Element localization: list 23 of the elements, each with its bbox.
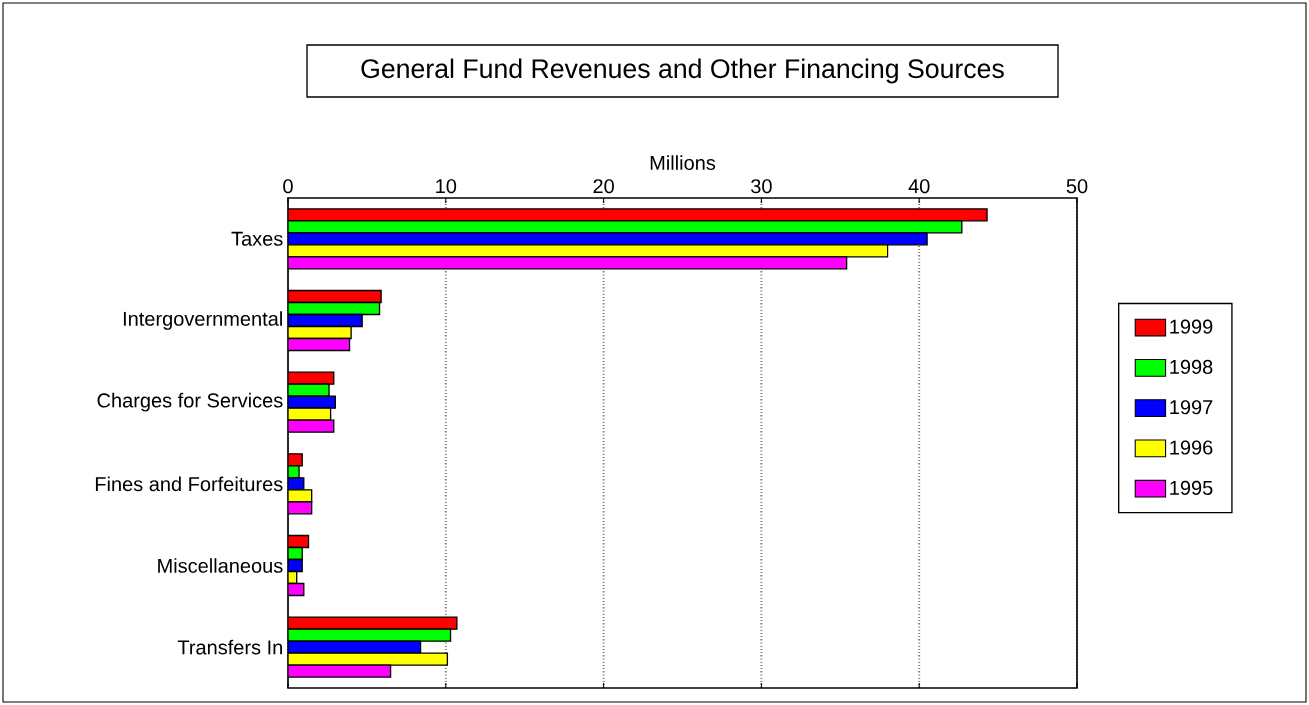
x-tick-label: 50 (1066, 179, 1088, 194)
x-tick-label: 30 (751, 179, 772, 194)
legend-label: 1998 (1170, 359, 1213, 374)
x-axis-title: Millions (650, 155, 716, 170)
y-tick-label: Intergovernmental (123, 311, 282, 330)
chart-title: General Fund Revenues and Other Financing Sources (361, 58, 1004, 84)
legend-label: 1996 (1170, 440, 1213, 455)
legend-label: 1999 (1170, 319, 1213, 334)
y-tick-label: Transfers In (177, 639, 282, 655)
y-tick-label: Charges for Services (97, 392, 283, 412)
y-tick-label: Taxes (231, 231, 283, 246)
bar (288, 289, 382, 304)
legend-label: 1997 (1170, 400, 1213, 415)
x-tick-label: 40 (908, 179, 930, 194)
bar (288, 628, 452, 642)
bar (288, 301, 381, 316)
x-tick-label: 0 (283, 179, 293, 194)
x-tick-label: 20 (593, 179, 614, 194)
x-tick-label: 10 (436, 179, 457, 194)
y-tick-label: Miscellaneous (158, 558, 283, 573)
y-tick-label: Fines and Forfeitures (95, 476, 283, 492)
bar (288, 313, 363, 328)
legend-label: 1995 (1170, 480, 1213, 495)
